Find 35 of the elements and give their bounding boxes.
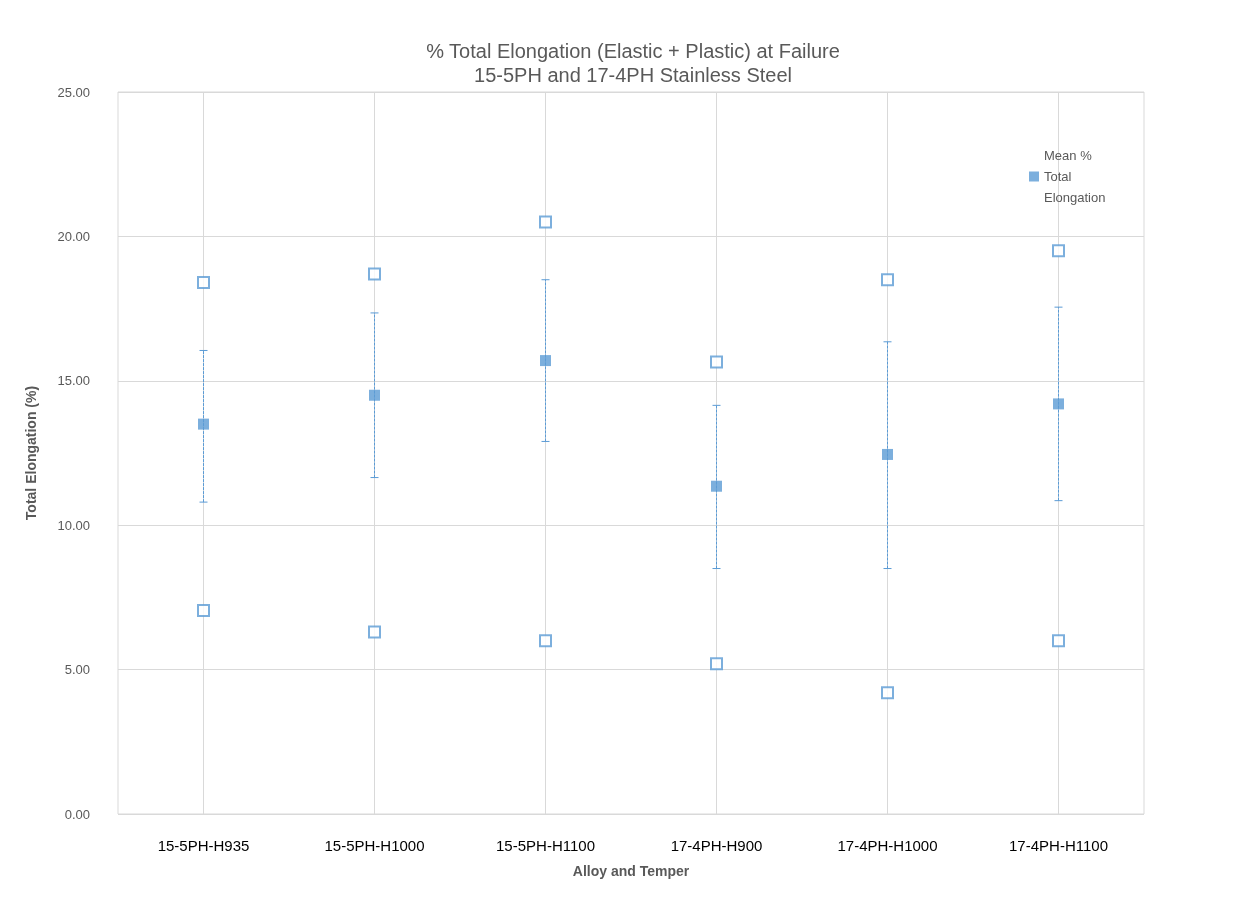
x-tick-label: 17-4PH-H900: [670, 837, 763, 854]
point: [711, 480, 722, 492]
x-tick-label: 17-4PH-H1100: [1009, 837, 1108, 854]
y-tick-label: 5.00: [64, 662, 90, 678]
point: [539, 215, 552, 229]
y-tick-label: 15.00: [57, 373, 90, 389]
y-tick-label: 10.00: [57, 517, 90, 533]
point: [881, 273, 894, 287]
point: [197, 276, 210, 290]
point: [710, 657, 723, 671]
y-tick-label: 25.00: [57, 84, 90, 100]
x-tick-label: 15-5PH-H1000: [324, 837, 425, 854]
point: [368, 625, 381, 639]
point: [368, 267, 381, 281]
x-axis-title: Alloy and Temper: [572, 863, 690, 879]
point: [197, 603, 210, 617]
point: [198, 418, 209, 430]
legend-label: Mean % Total Elongation: [1044, 148, 1106, 205]
point: [1052, 634, 1065, 648]
y-tick-label: 0.00: [64, 806, 90, 822]
point: [881, 686, 894, 700]
chart-title: % Total Elongation (Elastic + Plastic) at Failure: [426, 40, 840, 62]
x-tick-label: 17-4PH-H1000: [837, 837, 938, 854]
y-tick-label: 20.00: [57, 228, 90, 244]
point: [369, 389, 380, 401]
point: [882, 448, 893, 460]
point: [540, 355, 551, 367]
chart-subtitle: 15-5PH and 17-4PH Stainless Steel: [474, 64, 792, 86]
point: [1053, 398, 1064, 410]
point: [710, 355, 723, 369]
point: [539, 634, 552, 648]
x-tick-label: 15-5PH-H935: [157, 837, 250, 854]
point: [1052, 244, 1065, 258]
y-axis-title: Total Elongation (%): [23, 385, 39, 521]
x-tick-label: 15-5PH-H1100: [496, 837, 595, 854]
